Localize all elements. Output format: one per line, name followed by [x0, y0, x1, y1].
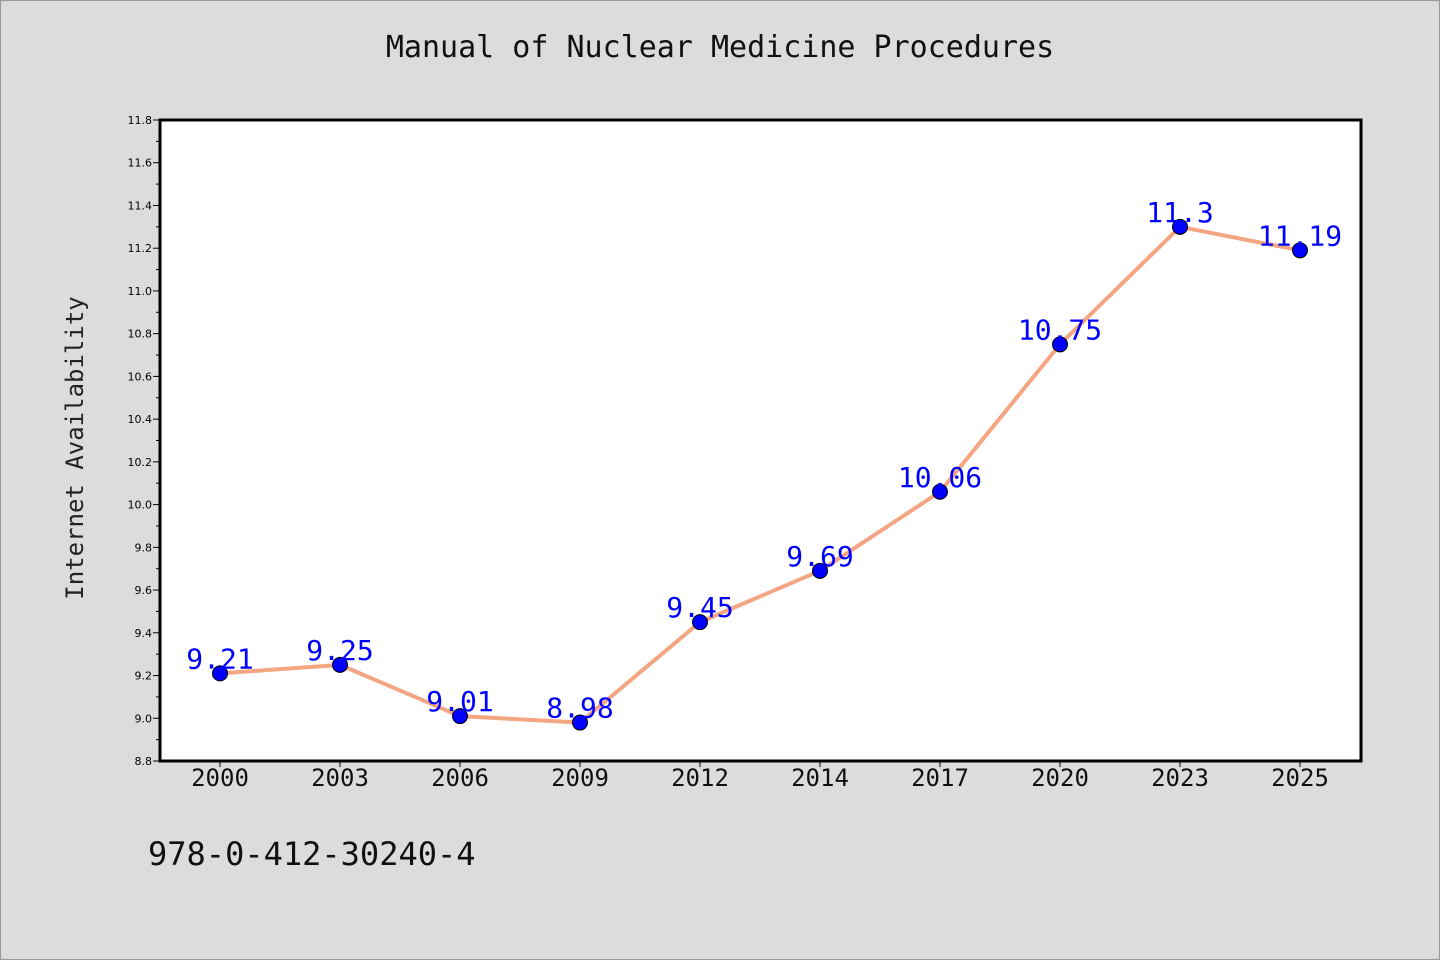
data-label: 10.06 — [898, 461, 982, 494]
x-tick-label: 2000 — [191, 764, 249, 792]
data-label: 8.98 — [546, 692, 613, 725]
y-tick-label: 11.8 — [128, 114, 153, 127]
data-point — [452, 708, 468, 725]
y-tick-label: 11.0 — [128, 285, 153, 298]
x-tick-label: 2025 — [1271, 764, 1329, 792]
data-label: 9.45 — [666, 591, 733, 624]
y-tick-label: 11.4 — [128, 199, 153, 212]
data-point — [1172, 218, 1188, 235]
x-tick-label: 2017 — [911, 764, 969, 792]
y-tick-label: 8.8 — [135, 755, 153, 768]
x-tick-label: 2009 — [551, 764, 609, 792]
data-label: 9.25 — [306, 634, 373, 667]
data-point — [332, 656, 348, 673]
y-tick-label: 10.4 — [128, 413, 153, 426]
data-label: 9.69 — [786, 540, 853, 573]
x-tick-label: 2003 — [311, 764, 369, 792]
y-tick-label: 9.6 — [135, 584, 153, 597]
y-tick-label: 9.2 — [135, 670, 153, 683]
data-label: 9.21 — [186, 642, 253, 675]
y-tick-label: 9.0 — [135, 712, 153, 725]
data-point — [692, 614, 708, 631]
x-tick-label: 2023 — [1151, 764, 1209, 792]
data-label: 11.19 — [1258, 219, 1342, 252]
y-tick-label: 10.6 — [128, 370, 153, 383]
y-tick-label: 9.4 — [135, 627, 153, 640]
y-tick-label: 11.2 — [128, 242, 153, 255]
isbn-label: 978-0-412-30240-4 — [148, 835, 476, 873]
data-label: 9.01 — [426, 685, 493, 718]
data-label: 11.3 — [1146, 196, 1213, 229]
y-tick-label: 11.6 — [128, 157, 153, 170]
x-tick-label: 2020 — [1031, 764, 1089, 792]
y-tick-label: 10.0 — [128, 499, 153, 512]
data-point — [812, 562, 828, 579]
x-tick-label: 2006 — [431, 764, 489, 792]
data-point — [1052, 336, 1068, 353]
y-tick-label: 10.8 — [128, 328, 153, 341]
x-tick-label: 2014 — [791, 764, 849, 792]
data-point — [1292, 242, 1308, 259]
plot-area — [158, 118, 1363, 763]
series-line — [219, 224, 1301, 725]
data-label: 10.75 — [1018, 313, 1102, 346]
y-tick-label: 9.8 — [135, 541, 153, 554]
y-tick-label: 10.2 — [128, 456, 153, 469]
chart-title: Manual of Nuclear Medicine Procedures — [385, 30, 1055, 65]
data-point — [932, 483, 948, 500]
x-tick-label: 2012 — [671, 764, 729, 792]
data-point — [572, 714, 588, 731]
data-point — [212, 665, 228, 682]
